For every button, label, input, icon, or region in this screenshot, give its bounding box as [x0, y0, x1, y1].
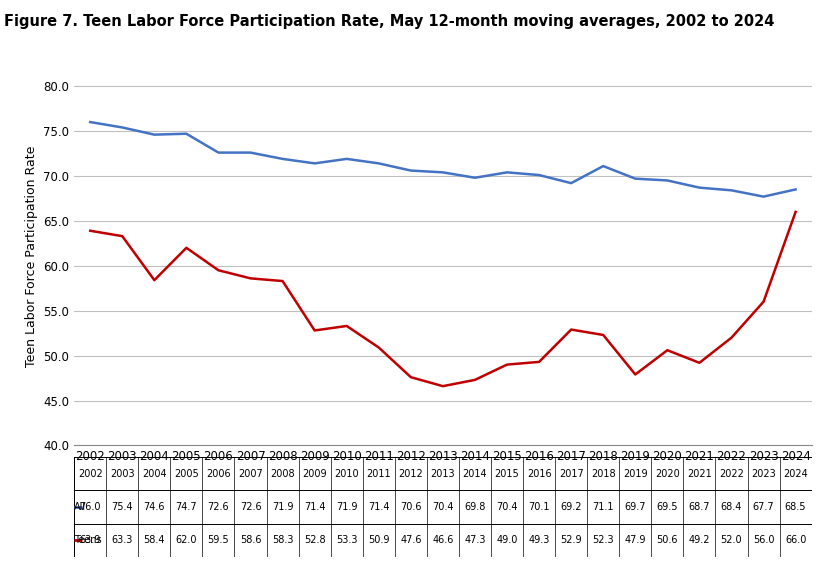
Text: 2019: 2019 — [623, 469, 648, 479]
Text: 70.4: 70.4 — [496, 502, 517, 512]
Text: 71.1: 71.1 — [592, 502, 614, 512]
Text: 70.4: 70.4 — [432, 502, 454, 512]
Text: 2016: 2016 — [527, 469, 551, 479]
Text: 2017: 2017 — [559, 469, 583, 479]
Text: 49.0: 49.0 — [496, 535, 517, 545]
Text: 2002: 2002 — [77, 469, 102, 479]
Text: 56.0: 56.0 — [753, 535, 775, 545]
Text: 72.6: 72.6 — [208, 502, 229, 512]
Text: 2004: 2004 — [142, 469, 166, 479]
Text: 2008: 2008 — [270, 469, 295, 479]
Text: 70.1: 70.1 — [528, 502, 550, 512]
Text: 49.2: 49.2 — [689, 535, 710, 545]
Text: 71.9: 71.9 — [336, 502, 358, 512]
Text: 49.3: 49.3 — [528, 535, 550, 545]
Text: 47.6: 47.6 — [400, 535, 422, 545]
Text: 2007: 2007 — [238, 469, 263, 479]
Text: 68.5: 68.5 — [784, 502, 807, 512]
Text: 53.3: 53.3 — [336, 535, 358, 545]
Text: 2009: 2009 — [302, 469, 327, 479]
Text: 74.7: 74.7 — [176, 502, 197, 512]
Text: 58.6: 58.6 — [240, 535, 261, 545]
Text: 46.6: 46.6 — [433, 535, 453, 545]
Text: 59.5: 59.5 — [208, 535, 229, 545]
Text: 63.3: 63.3 — [111, 535, 133, 545]
Text: 69.5: 69.5 — [657, 502, 678, 512]
Text: Figure 7. Teen Labor Force Participation Rate, May 12-month moving averages, 200: Figure 7. Teen Labor Force Participation… — [4, 14, 775, 29]
Text: 2021: 2021 — [687, 469, 712, 479]
Text: 68.7: 68.7 — [689, 502, 710, 512]
Text: 2023: 2023 — [751, 469, 776, 479]
Text: 76.0: 76.0 — [79, 502, 101, 512]
Text: 2011: 2011 — [367, 469, 391, 479]
Text: 68.4: 68.4 — [721, 502, 742, 512]
Text: 2022: 2022 — [719, 469, 744, 479]
Text: 69.7: 69.7 — [625, 502, 646, 512]
Text: 70.6: 70.6 — [400, 502, 422, 512]
Text: 2013: 2013 — [431, 469, 455, 479]
Text: 2024: 2024 — [784, 469, 808, 479]
Text: 52.8: 52.8 — [304, 535, 325, 545]
Text: 71.4: 71.4 — [304, 502, 325, 512]
Text: All: All — [74, 502, 87, 512]
Text: 2006: 2006 — [206, 469, 231, 479]
Text: 2010: 2010 — [335, 469, 359, 479]
Text: 47.9: 47.9 — [625, 535, 646, 545]
Text: 52.0: 52.0 — [721, 535, 742, 545]
Text: 2003: 2003 — [110, 469, 134, 479]
Text: 66.0: 66.0 — [785, 535, 807, 545]
Text: 62.0: 62.0 — [176, 535, 197, 545]
Text: 67.7: 67.7 — [753, 502, 775, 512]
Text: 58.3: 58.3 — [272, 535, 293, 545]
Text: 69.2: 69.2 — [560, 502, 582, 512]
Text: Teens: Teens — [74, 535, 102, 545]
Text: 71.9: 71.9 — [272, 502, 293, 512]
Text: 63.9: 63.9 — [79, 535, 101, 545]
Text: 2014: 2014 — [462, 469, 487, 479]
Text: 69.8: 69.8 — [464, 502, 485, 512]
Text: 74.6: 74.6 — [143, 502, 165, 512]
Text: 72.6: 72.6 — [240, 502, 261, 512]
Text: 50.6: 50.6 — [657, 535, 678, 545]
Text: 75.4: 75.4 — [111, 502, 133, 512]
Text: 2020: 2020 — [655, 469, 680, 479]
Text: 52.9: 52.9 — [560, 535, 582, 545]
Text: 2005: 2005 — [174, 469, 199, 479]
Text: 2012: 2012 — [399, 469, 424, 479]
Text: 58.4: 58.4 — [143, 535, 165, 545]
Text: 2018: 2018 — [591, 469, 616, 479]
Text: 50.9: 50.9 — [368, 535, 390, 545]
Text: 52.3: 52.3 — [592, 535, 614, 545]
Y-axis label: Teen Labor Force Participation Rate: Teen Labor Force Participation Rate — [25, 146, 38, 367]
Text: 47.3: 47.3 — [464, 535, 485, 545]
Text: 2015: 2015 — [494, 469, 519, 479]
Text: 71.4: 71.4 — [368, 502, 390, 512]
